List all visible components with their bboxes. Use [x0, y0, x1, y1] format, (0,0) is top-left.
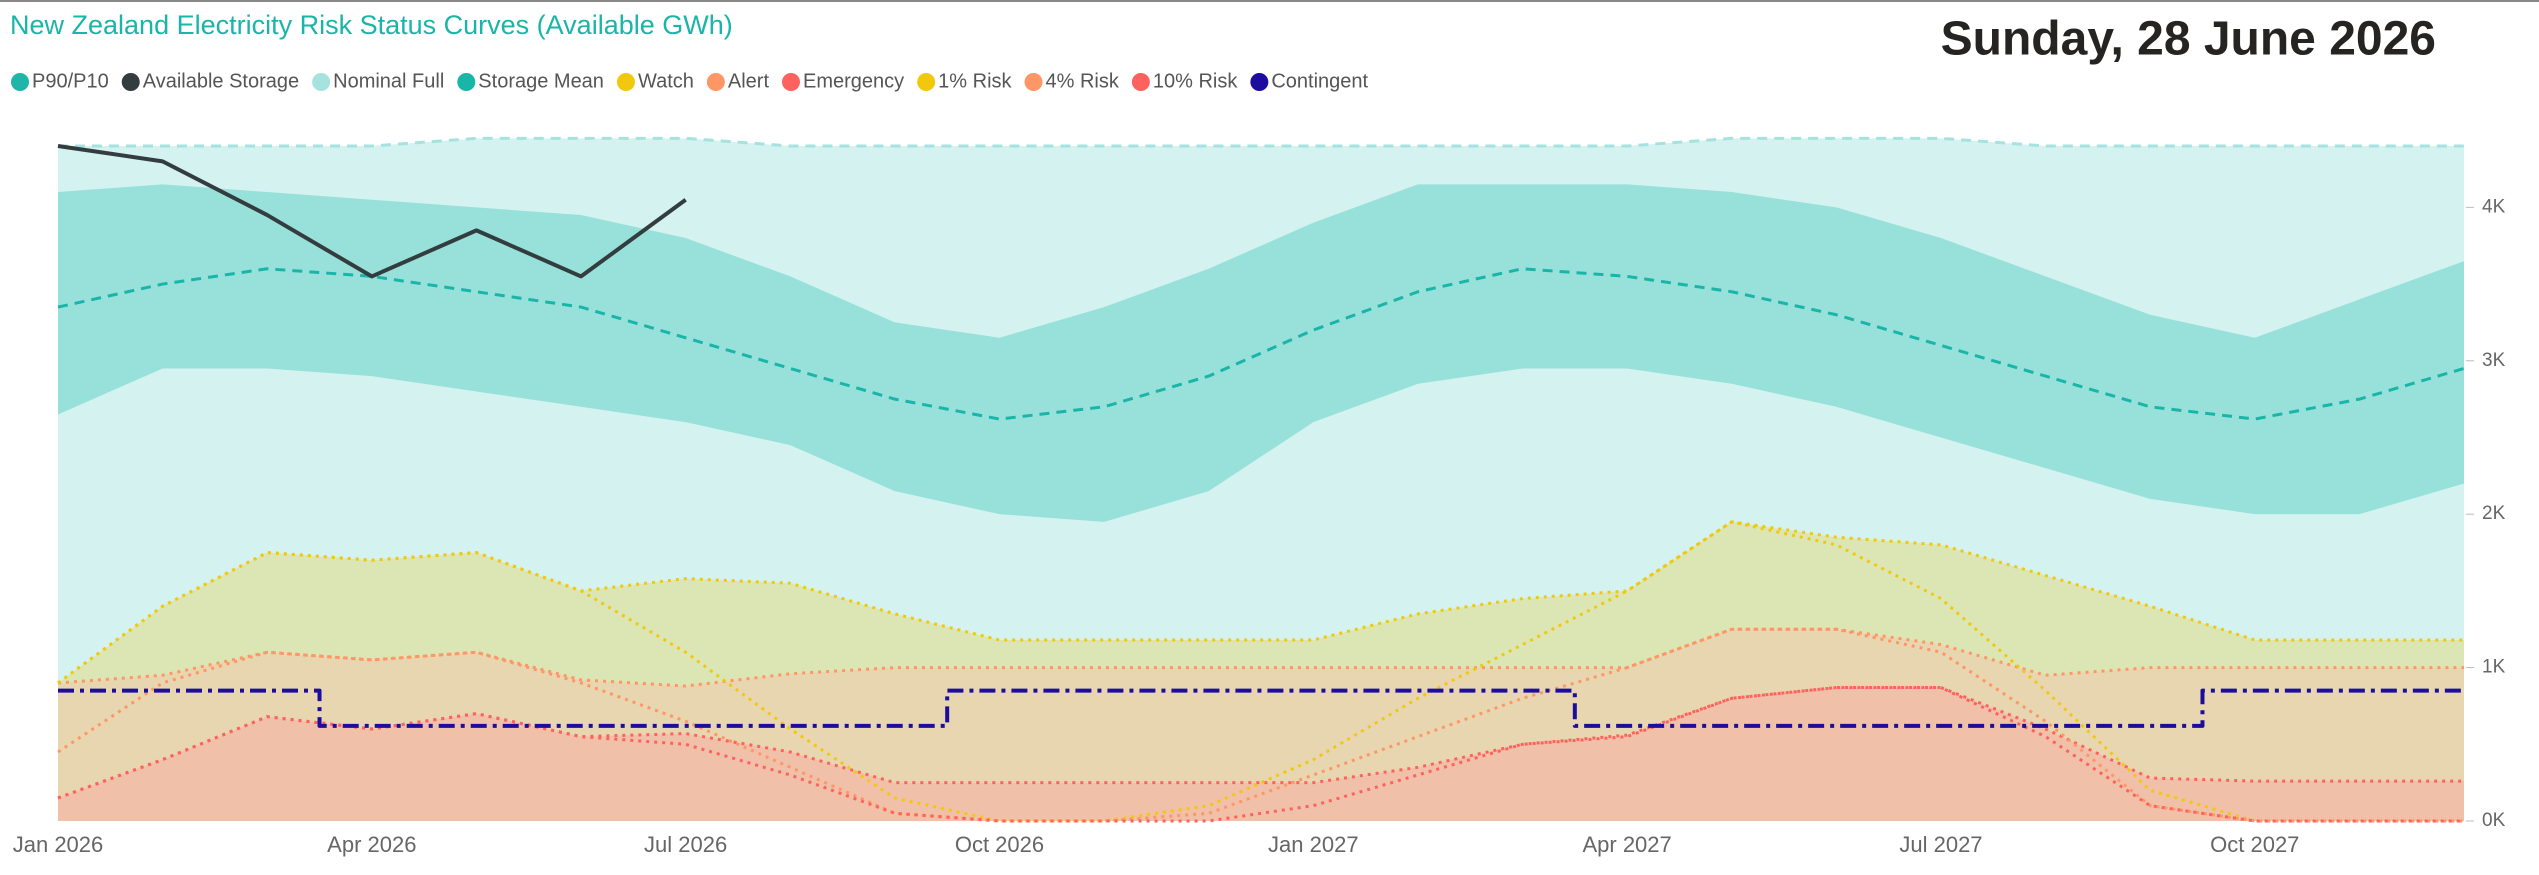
legend-swatch — [11, 73, 29, 91]
y-tick-label: 3K — [2482, 350, 2506, 371]
series-line — [57, 686, 2464, 823]
y-tick-label: 0K — [2482, 810, 2506, 831]
legend-label: 10% Risk — [1153, 70, 1238, 92]
legend-label: P90/P10 — [32, 70, 109, 92]
series-line — [57, 627, 2464, 823]
legend-swatch — [706, 73, 725, 91]
legend-label: Available Storage — [143, 70, 299, 92]
x-tick-label: Jul 2026 — [644, 832, 727, 857]
legend-swatch — [312, 73, 331, 91]
series-line — [57, 520, 2464, 685]
legend-label: Contingent — [1271, 70, 1368, 92]
legend-label: 1% Risk — [938, 70, 1012, 92]
x-tick-label: Oct 2027 — [2210, 832, 2299, 857]
legend-label: Alert — [728, 70, 770, 92]
legend-swatch — [917, 73, 936, 91]
area-fill — [58, 687, 2464, 821]
y-tick-label: 4K — [2482, 196, 2506, 217]
x-tick-label: Oct 2026 — [955, 832, 1044, 857]
legend-label: 4% Risk — [1046, 70, 1120, 92]
series-line — [57, 267, 2465, 421]
chart-title: New Zealand Electricity Risk Status Curv… — [10, 10, 733, 40]
date-label: Sunday, 28 June 2026 — [1941, 13, 2436, 66]
plot-area: 0K 1K 2K 3K 4K Jan 2026 Apr 2026 Jul 2026 Oct 20… — [13, 136, 2506, 857]
x-tick-label: Jan 2027 — [1268, 832, 1359, 857]
legend-swatch — [1131, 73, 1150, 91]
x-tick-label: Jan 2026 — [13, 832, 104, 857]
legend: P90/P10 Available Storage Nominal Full Stor… — [11, 70, 1369, 92]
series-line — [57, 627, 2464, 688]
legend-swatch — [1250, 73, 1269, 91]
legend-swatch — [782, 73, 800, 91]
x-tick-label: Apr 2026 — [327, 832, 416, 857]
y-tick-label: 2K — [2482, 503, 2506, 524]
x-tick-label: Jul 2027 — [1899, 832, 1982, 857]
series-line — [58, 136, 2464, 148]
legend-swatch — [457, 73, 476, 91]
series-line — [57, 144, 687, 279]
legend-label: Storage Mean — [478, 70, 604, 92]
y-tick-label: 1K — [2482, 657, 2506, 678]
legend-swatch — [1024, 73, 1043, 91]
legend-label: Emergency — [803, 70, 904, 92]
p90-p10-band — [58, 184, 2464, 522]
x-tick-label: Apr 2027 — [1582, 832, 1671, 857]
legend-label: Nominal Full — [333, 70, 444, 92]
legend-label: Watch — [638, 70, 694, 92]
series-line — [58, 688, 2464, 728]
legend-swatch — [121, 73, 140, 91]
legend-swatch — [616, 73, 635, 91]
